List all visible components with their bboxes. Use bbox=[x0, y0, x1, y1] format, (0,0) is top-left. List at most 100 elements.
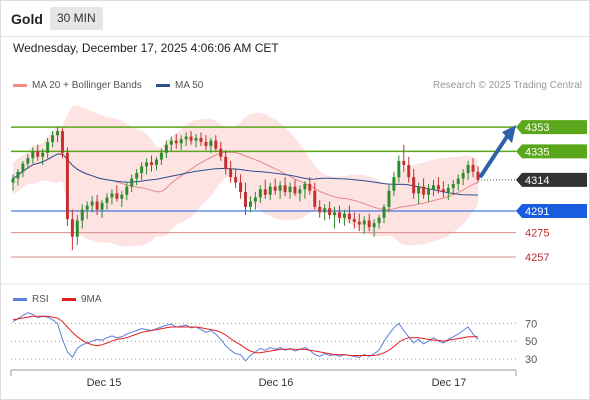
candle-body bbox=[135, 173, 139, 179]
candle-body bbox=[387, 190, 391, 207]
candle-body bbox=[229, 169, 233, 178]
rsi-9ma-line bbox=[12, 315, 478, 356]
candle-body bbox=[239, 182, 243, 193]
candle-body bbox=[417, 186, 421, 194]
candle-body bbox=[209, 140, 213, 147]
candle-body bbox=[298, 189, 302, 194]
candle-body bbox=[140, 166, 144, 174]
candle-body bbox=[234, 177, 238, 183]
candle-body bbox=[194, 137, 198, 141]
time-axis-label-0: Dec 15 bbox=[87, 377, 122, 389]
candle-body bbox=[36, 151, 40, 157]
candle-body bbox=[16, 171, 20, 179]
rsi-tick-label-30: 30 bbox=[525, 354, 537, 366]
candle-body bbox=[456, 178, 460, 184]
timeframe-button[interactable]: 30 MIN bbox=[50, 7, 103, 30]
candle-body bbox=[204, 141, 208, 147]
candle-body bbox=[461, 173, 465, 179]
candle-body bbox=[392, 177, 396, 191]
level-label-4257: 4257 bbox=[525, 252, 549, 264]
candle-body bbox=[342, 213, 346, 218]
candle-body bbox=[125, 186, 129, 195]
candle-body bbox=[333, 212, 337, 216]
time-axis: Dec 15 Dec 16 Dec 17 bbox=[10, 369, 517, 389]
rsi-tick-label-50: 50 bbox=[525, 336, 537, 348]
candle-body bbox=[338, 212, 341, 218]
instrument-title: Gold bbox=[11, 11, 43, 27]
level-tag-4291 bbox=[516, 203, 587, 218]
candle-body bbox=[476, 171, 480, 180]
level-tag-4314 bbox=[516, 172, 587, 187]
candle-body bbox=[446, 187, 450, 193]
candle-body bbox=[174, 140, 178, 144]
level-label-4275: 4275 bbox=[525, 228, 549, 240]
candle-body bbox=[11, 178, 15, 183]
legend-ma20-label: MA 20 + Bollinger Bands bbox=[32, 80, 142, 91]
candle-body bbox=[130, 178, 134, 187]
candle-body bbox=[199, 137, 203, 142]
candle-body bbox=[70, 219, 74, 237]
chart-timestamp: Wednesday, December 17, 2025 4:06:06 AM … bbox=[13, 41, 279, 55]
candle-body bbox=[407, 164, 411, 178]
candle-body bbox=[357, 221, 361, 225]
candle-body bbox=[51, 135, 55, 142]
candle-body bbox=[154, 159, 158, 165]
candle-body bbox=[278, 185, 282, 191]
candle-body bbox=[224, 156, 228, 170]
candle-body bbox=[244, 192, 247, 207]
candle-body bbox=[150, 162, 153, 165]
candle-body bbox=[184, 136, 188, 140]
candle-body bbox=[283, 185, 287, 193]
candle-body bbox=[288, 186, 292, 193]
candle-body bbox=[26, 158, 30, 164]
legend-rsi: RSI bbox=[13, 294, 49, 305]
level-label-4353: 4353 bbox=[525, 122, 549, 134]
candle-body bbox=[382, 206, 386, 218]
candle-body bbox=[115, 193, 119, 199]
time-axis-label-2: Dec 17 bbox=[432, 377, 467, 389]
level-label-4314: 4314 bbox=[525, 175, 549, 187]
candle-body bbox=[318, 206, 322, 213]
candle-body bbox=[431, 185, 435, 190]
candle-body bbox=[471, 164, 475, 172]
candle-body bbox=[466, 164, 470, 174]
candle-body bbox=[253, 197, 257, 202]
candle-body bbox=[60, 131, 64, 153]
candle-body bbox=[268, 186, 272, 195]
candle-body bbox=[293, 186, 297, 194]
legend-9ma: 9MA bbox=[62, 294, 102, 305]
candle-body bbox=[105, 197, 109, 203]
candle-body bbox=[85, 205, 89, 210]
candle-body bbox=[412, 177, 416, 194]
candle-body bbox=[159, 152, 163, 160]
candle-body bbox=[436, 185, 440, 190]
candle-body bbox=[328, 208, 332, 216]
candle-body bbox=[402, 160, 406, 165]
candle-body bbox=[422, 186, 426, 195]
level-label-4291: 4291 bbox=[525, 206, 549, 218]
candle-body bbox=[219, 148, 223, 157]
candle-body bbox=[367, 220, 371, 228]
candle-body bbox=[46, 141, 50, 153]
research-credit: Research © 2025 Trading Central bbox=[432, 80, 582, 91]
rsi-tick-label-70: 70 bbox=[525, 318, 537, 330]
candle-body bbox=[372, 223, 376, 228]
candle-body bbox=[362, 220, 366, 225]
legend-ma50-label: MA 50 bbox=[175, 80, 204, 91]
rsi-line bbox=[12, 312, 479, 362]
level-label-4335: 4335 bbox=[525, 146, 549, 158]
candle-body bbox=[263, 189, 267, 195]
legend-rsi-label: RSI bbox=[32, 294, 49, 305]
candle-body bbox=[427, 189, 431, 195]
level-tag-4353 bbox=[516, 120, 587, 135]
candle-body bbox=[258, 189, 262, 198]
legend-rsi-swatch bbox=[13, 298, 27, 301]
candle-body bbox=[323, 208, 327, 213]
candle-body bbox=[248, 201, 252, 207]
candle-body bbox=[441, 189, 445, 193]
candle-body bbox=[377, 217, 381, 224]
legend-ma20-bollinger: MA 20 + Bollinger Bands bbox=[13, 80, 142, 91]
forecast-arrow-shaft bbox=[479, 133, 510, 178]
candle-body bbox=[397, 160, 401, 178]
